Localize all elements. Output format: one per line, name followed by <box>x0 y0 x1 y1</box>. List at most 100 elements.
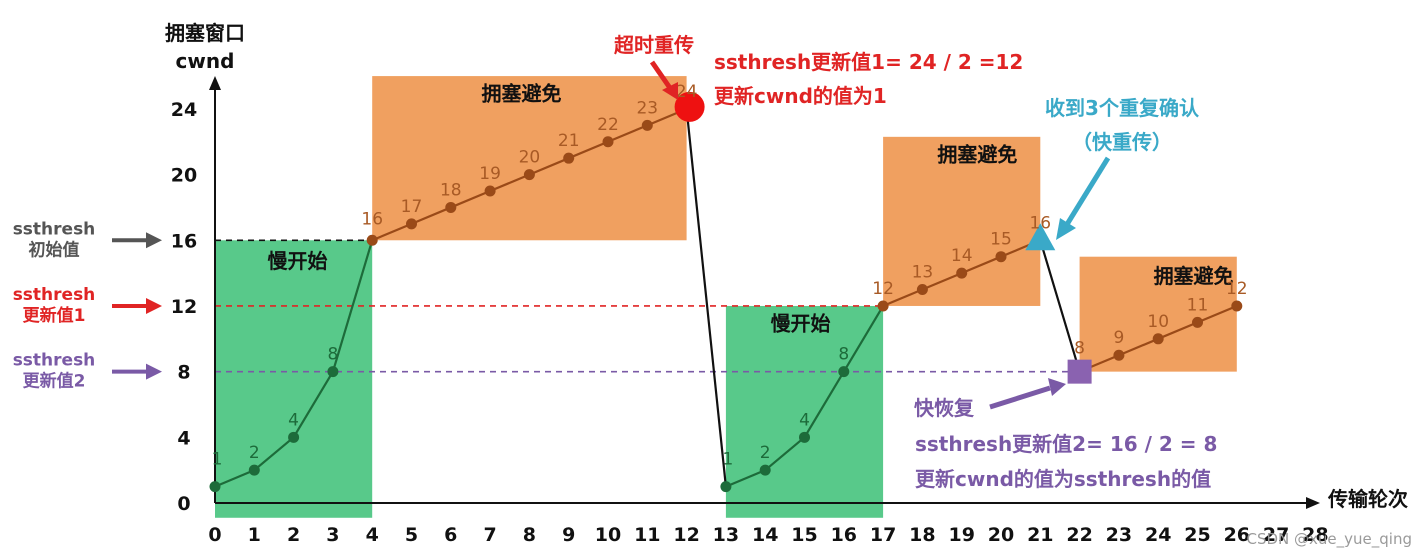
x-axis-title: 传输轮次 <box>1327 487 1408 511</box>
data-point-23 <box>1113 349 1125 361</box>
y-axis-arrow <box>209 76 221 90</box>
y-axis-title-line1: 拥塞窗口 <box>165 21 245 45</box>
x-tick-label-11: 11 <box>634 524 660 546</box>
point-label-21: 16 <box>1029 213 1051 233</box>
x-tick-label-15: 15 <box>791 524 817 546</box>
point-label-8: 20 <box>519 148 541 168</box>
data-point-7 <box>484 185 496 197</box>
triple-ack-label-line1: 收到3个重复确认 <box>1045 96 1200 120</box>
series-segment-25 <box>1157 321 1198 340</box>
series-segment-5 <box>371 222 412 242</box>
series-segment-16 <box>803 371 845 438</box>
threshold-arrow-head-2 <box>146 297 162 314</box>
x-tick-label-19: 19 <box>948 524 974 546</box>
point-label-2: 4 <box>288 410 299 430</box>
x-tick-label-20: 20 <box>988 524 1014 546</box>
point-label-5: 17 <box>401 197 423 217</box>
series-segment-8 <box>489 173 530 193</box>
data-point-17 <box>877 300 889 312</box>
region-2 <box>372 76 687 241</box>
region-label-3: 慢开始 <box>771 312 831 336</box>
region-label-1: 慢开始 <box>268 249 328 273</box>
x-tick-label-3: 3 <box>326 524 339 546</box>
threshold-label-1-line1: ssthresh <box>13 219 96 239</box>
threshold-arrow-head-3 <box>146 363 162 380</box>
threshold-label-2-line1: ssthresh <box>13 285 96 305</box>
x-tick-label-22: 22 <box>1066 524 1092 546</box>
y-tick-label-0: 0 <box>177 493 190 515</box>
y-tick-label-12: 12 <box>171 296 197 318</box>
fast-recovery-note-line1: ssthresh更新值2= 16 / 2 = 8 <box>915 432 1217 456</box>
data-point-10 <box>602 136 614 148</box>
data-point-18 <box>916 284 928 296</box>
timeout-note-line1: ssthresh更新值1= 24 / 2 =12 <box>714 50 1023 74</box>
series-segment-2 <box>253 436 295 472</box>
x-tick-label-5: 5 <box>405 524 418 546</box>
data-point-6 <box>445 201 457 213</box>
x-tick-label-13: 13 <box>713 524 739 546</box>
series-segment-9 <box>528 157 570 176</box>
series-segment-18 <box>882 288 923 307</box>
x-tick-label-9: 9 <box>562 524 575 546</box>
x-tick-label-26: 26 <box>1224 524 1250 546</box>
region-label-5: 拥塞避免 <box>1154 264 1234 288</box>
series-segment-24 <box>1118 337 1159 357</box>
x-tick-label-10: 10 <box>595 524 621 546</box>
timeout-arrow-head <box>662 82 678 100</box>
point-label-19: 14 <box>951 246 973 266</box>
data-point-4 <box>366 234 378 246</box>
data-point-13 <box>720 481 732 493</box>
data-point-26 <box>1231 300 1243 312</box>
region-1 <box>215 240 373 518</box>
y-tick-label-8: 8 <box>177 362 190 384</box>
threshold-arrow-head-1 <box>146 232 162 249</box>
series-segment-13 <box>685 108 727 487</box>
point-label-17: 12 <box>872 279 894 299</box>
threshold-label-2-line2: 更新值1 <box>23 305 86 326</box>
axes: 0 1 2 3 4 5 6 7 8 9 10 11 12 13 14 15 16 17 18 19 20 21 22 23 24… <box>171 76 1329 546</box>
series-segment-15 <box>764 436 806 472</box>
data-point-1 <box>248 464 260 476</box>
x-tick-label-7: 7 <box>483 524 496 546</box>
point-label-22: 8 <box>1074 339 1085 359</box>
point-label-12: 24 <box>676 82 698 102</box>
data-point-14 <box>759 464 771 476</box>
triple-ack-arrow-shaft <box>1063 156 1111 228</box>
threshold-label-3-line2: 更新值2 <box>23 371 86 392</box>
series-segment-26 <box>1197 304 1238 324</box>
fast-recovery-arrow-head <box>1048 378 1066 396</box>
triple-ack-label-line2: （快重传） <box>1072 130 1172 154</box>
x-tick-label-14: 14 <box>752 524 778 546</box>
point-label-14: 2 <box>760 443 771 463</box>
x-tick-label-0: 0 <box>208 524 221 546</box>
timeout-label: 超时重传 <box>613 33 694 57</box>
data-point-2 <box>288 431 300 443</box>
fast-recovery-arrow-shaft <box>989 385 1051 410</box>
data-point-3 <box>327 366 339 378</box>
data-point-15 <box>799 431 810 443</box>
region-5 <box>1079 256 1237 372</box>
x-tick-label-6: 6 <box>444 524 457 546</box>
y-tick-label-4: 4 <box>177 427 190 449</box>
timeout-arrow-shaft <box>649 60 673 90</box>
series-segment-22 <box>1039 239 1081 372</box>
data-point-11 <box>641 119 653 131</box>
timeout-note-line2: 更新cwnd的值为1 <box>714 84 887 108</box>
region-label-2: 拥塞避免 <box>482 82 562 106</box>
point-label-7: 19 <box>479 164 501 184</box>
data-point-19 <box>956 267 968 279</box>
x-tick-label-2: 2 <box>287 524 300 546</box>
series-segment-14 <box>725 469 766 488</box>
data-point-25 <box>1192 316 1203 328</box>
data-point-9 <box>563 152 575 164</box>
data-point-0 <box>209 481 221 493</box>
point-label-16: 8 <box>838 345 849 365</box>
x-tick-label-16: 16 <box>831 524 857 546</box>
point-label-4: 16 <box>361 209 383 229</box>
series-segment-4 <box>331 239 374 372</box>
series-segment-3 <box>292 371 334 438</box>
x-tick-label-23: 23 <box>1106 524 1132 546</box>
